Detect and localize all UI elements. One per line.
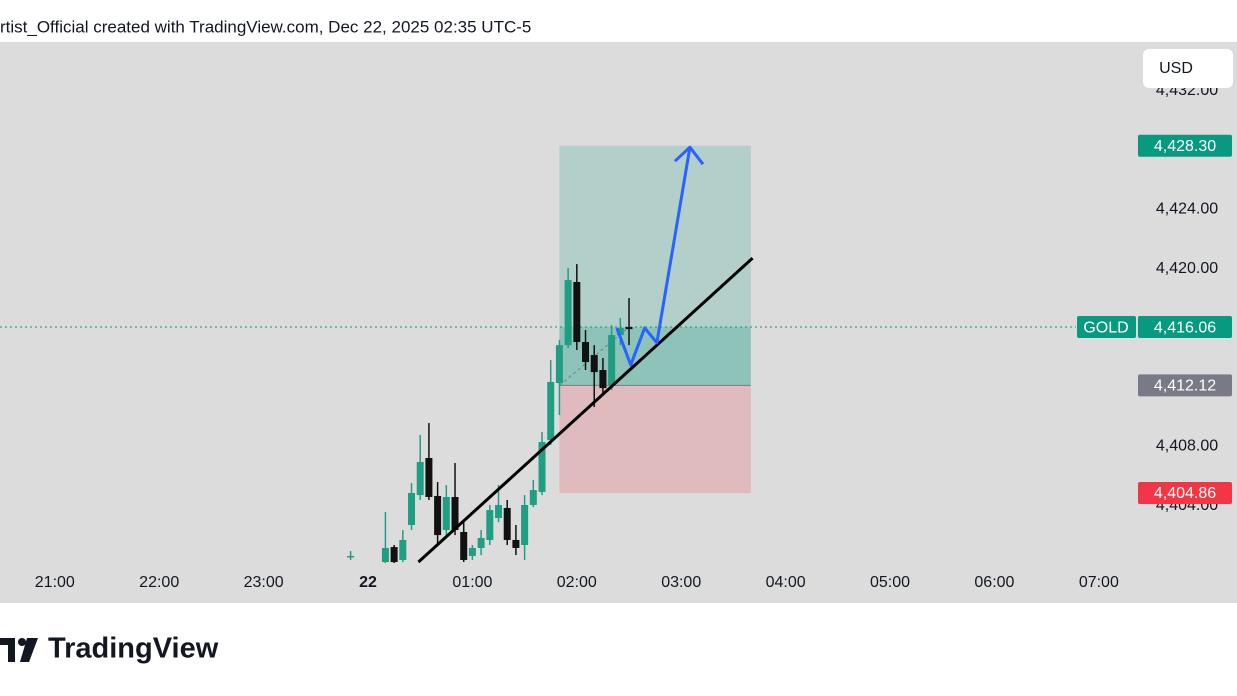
candle-body — [486, 510, 494, 540]
price-badge — [1138, 134, 1232, 157]
candle-body — [381, 547, 389, 563]
x-tick-label: 22:00 — [139, 574, 179, 591]
price-badge — [1138, 481, 1232, 504]
brand-logo — [0, 638, 38, 662]
price-badge-label: 4,412.12 — [1154, 378, 1216, 395]
y-tick-label: 4,424.00 — [1156, 201, 1218, 218]
candle-body — [573, 282, 581, 343]
candle-body — [512, 539, 520, 548]
candle-body — [425, 458, 433, 497]
x-tick-label: 22 — [359, 574, 377, 591]
x-tick-label: 03:00 — [661, 574, 701, 591]
x-tick-label: 23:00 — [244, 574, 284, 591]
brand-name: TradingView — [48, 633, 219, 665]
candle-body — [460, 531, 468, 560]
candle-body — [582, 342, 590, 363]
trendline — [417, 257, 754, 564]
candle-body — [468, 547, 476, 556]
candle-body — [347, 555, 355, 558]
candle-body — [442, 496, 450, 531]
price-badge — [1138, 316, 1232, 339]
logo-mark — [0, 638, 15, 662]
x-tick-label: 07:00 — [1079, 574, 1119, 591]
candle-body — [608, 335, 616, 385]
projection-arrow — [615, 146, 692, 367]
symbol-badge — [1077, 316, 1136, 339]
arrow-head — [673, 145, 705, 166]
candle-body — [529, 490, 537, 505]
candle-body — [616, 328, 624, 336]
candle-body — [408, 492, 416, 525]
currency-label: USD — [1159, 60, 1193, 77]
candle-body — [451, 496, 459, 531]
candle-body — [547, 382, 555, 441]
candle-body — [390, 547, 398, 563]
candle-body — [590, 355, 598, 373]
candle-body — [521, 504, 529, 545]
price-badge — [1138, 374, 1232, 397]
candle-body — [564, 280, 572, 346]
logo-mark — [20, 638, 38, 662]
currency-button[interactable] — [1143, 49, 1233, 88]
x-tick-label: 05:00 — [870, 574, 910, 591]
y-tick-label: 4,408.00 — [1156, 438, 1218, 455]
candle-body — [416, 462, 424, 496]
stop-zone — [559, 385, 751, 493]
candle-body — [434, 495, 442, 536]
candle-body — [599, 370, 607, 389]
logo-dot — [18, 638, 26, 646]
price-badge-label: 4,416.06 — [1154, 319, 1216, 336]
candle-body — [555, 345, 563, 384]
candle-body — [625, 327, 633, 330]
x-tick-label: 02:00 — [557, 574, 597, 591]
candle-body — [495, 504, 503, 519]
candle-body — [399, 539, 407, 560]
x-tick-label: 01:00 — [452, 574, 492, 591]
chart-background — [0, 42, 1237, 603]
x-tick-label: 21:00 — [35, 574, 75, 591]
price-badge-label: 4,428.30 — [1154, 138, 1216, 155]
candle-body — [503, 507, 511, 540]
symbol-badge-label: GOLD — [1083, 319, 1128, 336]
x-tick-label: 06:00 — [974, 574, 1014, 591]
candle-body — [538, 442, 546, 492]
x-tick-label: 04:00 — [766, 574, 806, 591]
price-badge-label: 4,404.86 — [1154, 485, 1216, 502]
y-tick-label: 4,420.00 — [1156, 260, 1218, 277]
candle-body — [477, 538, 485, 548]
chart-title: rtist_Official created with TradingView.… — [0, 17, 531, 36]
